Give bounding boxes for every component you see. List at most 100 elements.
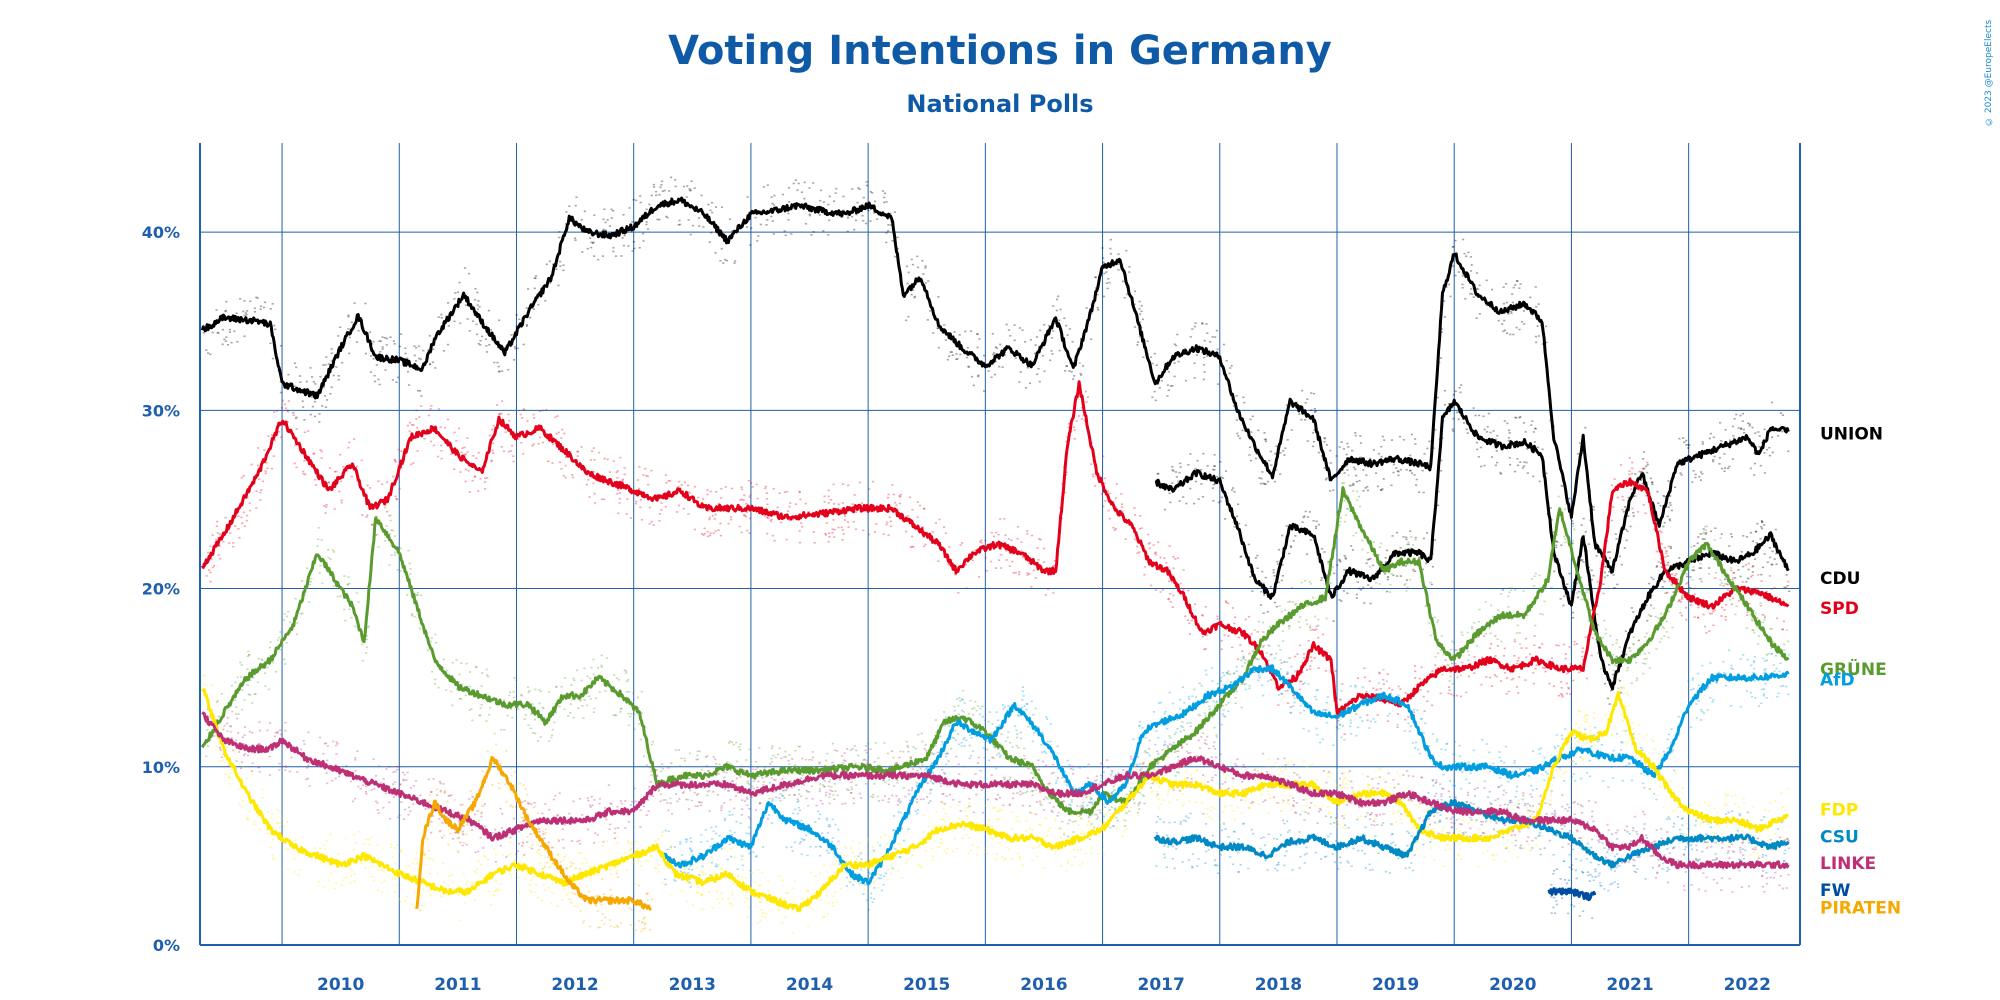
poll-dot	[480, 335, 484, 338]
poll-dot	[1705, 525, 1709, 528]
poll-dot	[1236, 432, 1239, 435]
poll-dot	[484, 477, 487, 480]
poll-dot	[1526, 614, 1529, 616]
poll-dot	[267, 688, 270, 691]
poll-dot	[1235, 419, 1239, 421]
poll-dot	[946, 358, 949, 361]
poll-dot	[748, 517, 752, 520]
poll-dot	[969, 699, 972, 702]
poll-dot	[416, 427, 419, 429]
poll-dot	[295, 633, 298, 636]
poll-dot	[1325, 721, 1328, 724]
poll-dot	[1338, 723, 1341, 726]
poll-dot	[1344, 556, 1347, 559]
poll-dot	[457, 681, 460, 683]
poll-dot	[902, 839, 906, 842]
poll-dot	[1216, 700, 1219, 703]
poll-dot	[1303, 653, 1306, 655]
poll-dot	[355, 341, 359, 343]
poll-dot	[943, 324, 946, 326]
poll-dot	[1757, 431, 1760, 433]
poll-dot	[412, 462, 415, 464]
poll-dot	[319, 375, 322, 378]
poll-dot	[1136, 341, 1140, 343]
poll-dot	[1371, 564, 1375, 567]
poll-dot	[827, 502, 830, 504]
poll-dot	[776, 753, 780, 756]
poll-dot	[1409, 469, 1412, 472]
poll-dot	[1116, 819, 1119, 822]
poll-dot	[939, 735, 942, 738]
poll-dot	[1220, 496, 1223, 499]
poll-dot	[1676, 578, 1679, 580]
poll-dot	[255, 296, 258, 299]
poll-dot	[210, 558, 213, 561]
poll-dot	[367, 625, 370, 627]
poll-dot	[381, 483, 384, 486]
poll-dot	[1046, 797, 1049, 800]
poll-dot	[1461, 274, 1464, 277]
poll-dot	[948, 355, 951, 358]
poll-dot	[808, 791, 811, 793]
poll-dot	[1167, 580, 1171, 583]
poll-dot	[936, 327, 939, 329]
poll-dot	[1055, 779, 1058, 782]
poll-dot	[659, 186, 662, 189]
poll-dot	[1781, 628, 1784, 631]
poll-dot	[1452, 430, 1455, 432]
poll-dot	[612, 460, 615, 462]
poll-dot	[1436, 621, 1439, 624]
poll-dot	[305, 380, 308, 383]
poll-dot	[283, 403, 287, 406]
poll-dot	[1719, 672, 1722, 675]
poll-dot	[916, 772, 919, 774]
poll-dot	[1211, 336, 1214, 338]
poll-dot	[1349, 545, 1353, 547]
poll-dot	[1465, 778, 1468, 781]
poll-dot	[1320, 579, 1323, 581]
poll-dot	[1342, 590, 1345, 592]
poll-dot	[1638, 489, 1641, 491]
poll-dot	[615, 714, 618, 717]
poll-dot	[302, 406, 305, 408]
poll-dot	[355, 592, 358, 594]
poll-dot	[994, 346, 998, 348]
poll-dot	[1213, 726, 1216, 729]
poll-dot	[618, 492, 622, 494]
poll-dot	[1740, 428, 1743, 430]
poll-dot	[1448, 402, 1451, 405]
poll-dot	[955, 358, 958, 361]
poll-dot	[1240, 683, 1243, 685]
poll-dot	[822, 201, 825, 203]
poll-dot	[1644, 512, 1647, 515]
poll-dot	[1246, 660, 1250, 663]
poll-dot	[719, 260, 722, 262]
poll-dot	[773, 194, 776, 197]
poll-dot	[442, 350, 445, 352]
poll-dot	[1702, 613, 1705, 616]
poll-dot	[1216, 615, 1219, 618]
poll-dot	[898, 495, 901, 497]
poll-dot	[487, 675, 490, 678]
poll-dot	[1397, 685, 1400, 688]
poll-dot	[1768, 556, 1772, 559]
poll-dot	[1241, 429, 1244, 432]
poll-dot	[1436, 638, 1440, 641]
poll-dot	[206, 551, 210, 554]
poll-dot	[1534, 427, 1537, 430]
poll-dot	[211, 331, 214, 334]
poll-dot	[1433, 539, 1436, 541]
poll-dot	[1225, 704, 1228, 706]
poll-dot	[1663, 580, 1666, 583]
poll-dot	[1499, 777, 1502, 779]
poll-dot	[1171, 574, 1174, 577]
poll-dot	[593, 707, 596, 710]
poll-dot	[1770, 653, 1773, 655]
poll-dot	[961, 699, 964, 701]
poll-dot	[1306, 516, 1309, 518]
poll-dot	[1619, 749, 1623, 751]
poll-dot	[774, 796, 778, 799]
poll-dot	[1660, 543, 1663, 545]
poll-dot	[701, 865, 704, 868]
poll-dot	[1751, 565, 1755, 567]
